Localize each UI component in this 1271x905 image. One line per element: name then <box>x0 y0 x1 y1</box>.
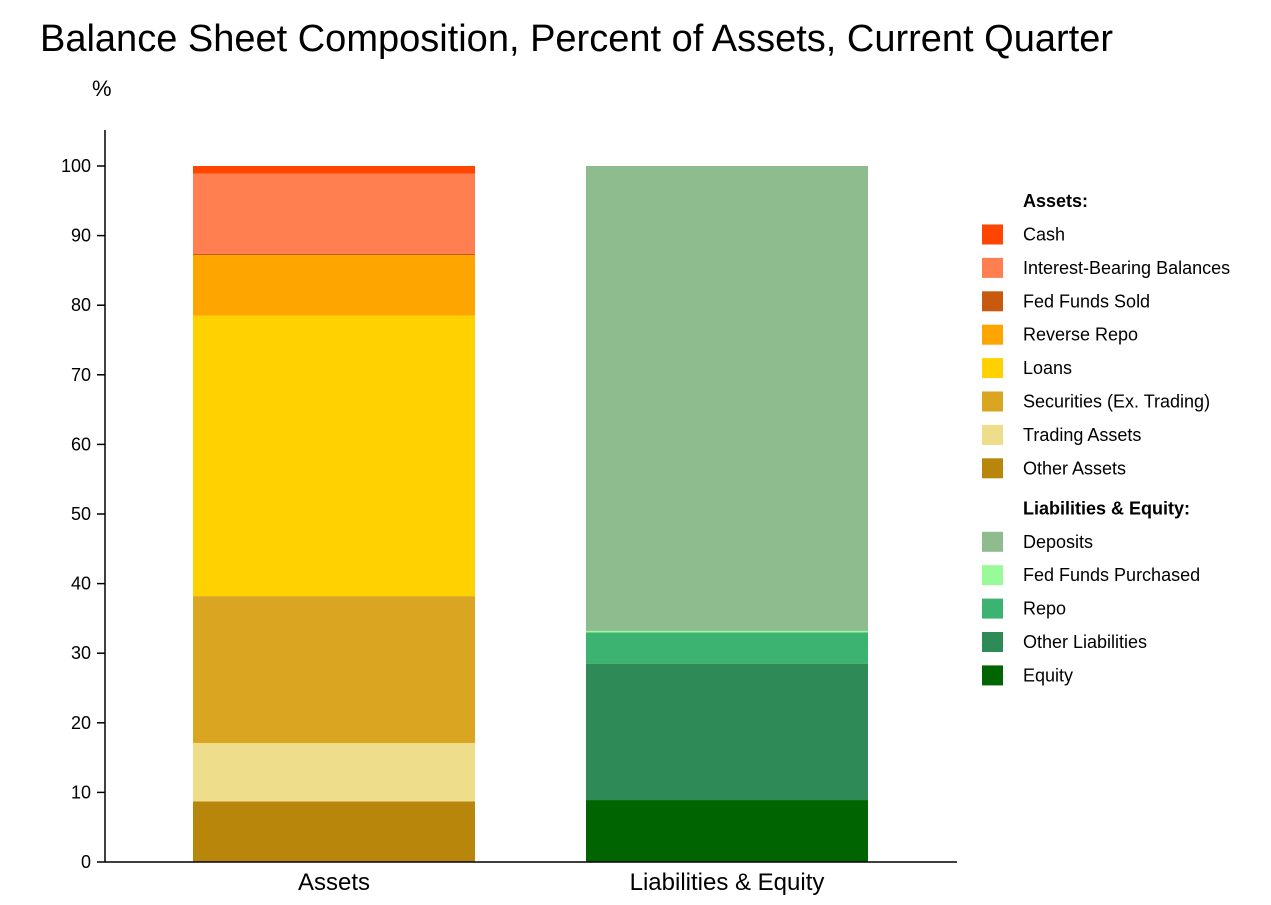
legend-label: Trading Assets <box>1023 425 1141 445</box>
bar-segment-reverse-repo <box>193 255 475 316</box>
legend-label: Other Liabilities <box>1023 632 1147 652</box>
legend-swatch <box>982 458 1003 479</box>
y-tick-label: 100 <box>61 156 91 176</box>
bar-segment-fed-funds-purchased <box>586 630 868 633</box>
bar-segment-fed-funds-sold <box>193 253 475 256</box>
x-tick-label: Assets <box>298 869 370 896</box>
legend-swatch <box>982 391 1003 412</box>
x-tick-label: Liabilities & Equity <box>630 869 825 896</box>
y-tick-label: 40 <box>71 574 91 594</box>
legend-label: Fed Funds Purchased <box>1023 565 1200 585</box>
bar-segment-loans <box>193 315 475 597</box>
legend-swatch <box>982 632 1003 652</box>
y-tick-label: 10 <box>71 782 91 802</box>
bar-segment-trading-assets <box>193 742 475 802</box>
y-tick-label: 70 <box>71 365 91 385</box>
legend-swatch <box>982 424 1003 445</box>
y-tick-label: 20 <box>71 713 91 733</box>
bar-segment-cash <box>193 166 475 174</box>
bar-segment-securities-ex-trading- <box>193 596 475 743</box>
bar-segment-deposits <box>586 166 868 631</box>
bar-segment-other-liabilities <box>586 663 868 801</box>
legend-swatch <box>982 324 1003 345</box>
bar-segment-repo <box>586 632 868 664</box>
bar-segment-equity <box>586 800 868 862</box>
legend-heading: Liabilities & Equity: <box>1023 498 1190 518</box>
legend-label: Loans <box>1023 358 1072 378</box>
legend-swatch <box>982 358 1003 379</box>
chart-title: Balance Sheet Composition, Percent of As… <box>40 18 1113 60</box>
legend-swatch <box>982 531 1003 552</box>
legend-label: Deposits <box>1023 532 1093 552</box>
legend-label: Securities (Ex. Trading) <box>1023 392 1210 412</box>
legend-label: Repo <box>1023 599 1066 619</box>
legend-swatch <box>982 291 1003 312</box>
y-tick-label: 0 <box>81 852 91 872</box>
legend-heading: Assets: <box>1023 191 1088 211</box>
legend-swatch <box>982 257 1003 278</box>
legend-label: Interest-Bearing Balances <box>1023 258 1230 278</box>
y-tick-label: 50 <box>71 504 91 524</box>
legend-label: Cash <box>1023 225 1065 245</box>
legend-swatch <box>982 565 1003 586</box>
y-axis-label: % <box>92 76 112 101</box>
legend-swatch <box>982 598 1003 619</box>
y-tick-label: 90 <box>71 226 91 246</box>
legend-label: Other Assets <box>1023 458 1126 478</box>
y-tick-label: 80 <box>71 295 91 315</box>
bars-layer <box>193 166 868 862</box>
axes-layer: Assets Liabilities & Equity 0 10 20 30 40 50 60 7… <box>61 130 957 896</box>
y-tick-label: 30 <box>71 643 91 663</box>
legend-swatch <box>982 665 1003 686</box>
y-tick-label: 60 <box>71 434 91 454</box>
legend-swatch <box>982 224 1003 245</box>
legend-label: Equity <box>1023 665 1073 685</box>
legend-label: Fed Funds Sold <box>1023 291 1150 311</box>
bar-segment-interest-bearing-balances <box>193 173 475 254</box>
legend-label: Reverse Repo <box>1023 325 1138 345</box>
legend: Assets: Cash Interest-Bearing Balances Fed … <box>982 191 1230 686</box>
bar-segment-other-assets <box>193 801 475 862</box>
